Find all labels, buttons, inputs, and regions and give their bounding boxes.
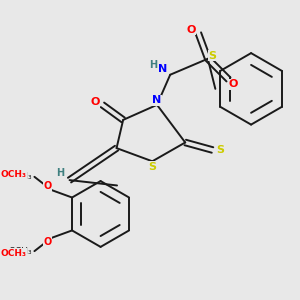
Text: OCH₃: OCH₃ — [9, 247, 32, 256]
Text: OCH₃: OCH₃ — [9, 172, 32, 181]
Text: OCH₃: OCH₃ — [1, 170, 27, 179]
Text: O: O — [44, 237, 52, 247]
Text: H: H — [149, 60, 157, 70]
Text: S: S — [148, 162, 156, 172]
Text: N: N — [152, 95, 162, 105]
Text: S: S — [208, 51, 217, 61]
Text: N: N — [158, 64, 167, 74]
Text: OCH₃: OCH₃ — [1, 248, 27, 257]
Text: H: H — [56, 168, 64, 178]
Text: O: O — [44, 181, 52, 191]
Text: S: S — [216, 145, 224, 155]
Text: O: O — [229, 79, 238, 89]
Text: O: O — [90, 97, 100, 107]
Text: O: O — [186, 25, 196, 34]
